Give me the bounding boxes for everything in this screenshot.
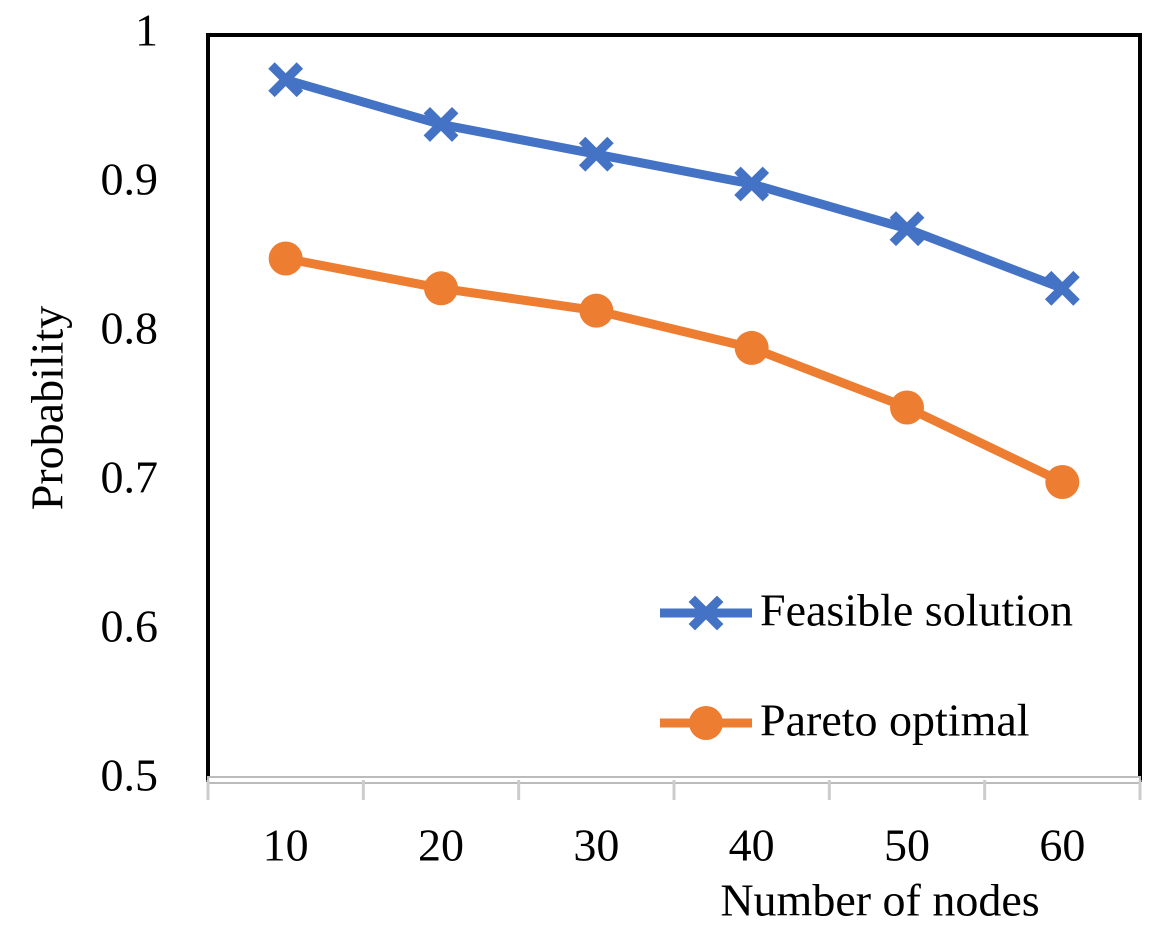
legend-label: Feasible solution [760,585,1073,636]
marker [734,166,770,202]
marker [268,241,303,276]
x-tick-label: 20 [418,820,464,871]
y-axis-label: Probability [22,306,73,510]
marker [268,62,304,98]
y-tick-label: 0.8 [101,303,159,354]
y-tick-label: 0.9 [101,154,159,205]
x-axis-label: Number of nodes [720,875,1039,926]
y-tick-label: 0.6 [101,601,159,652]
marker [1045,465,1080,499]
marker [1044,270,1080,306]
legend-marker [689,706,723,740]
y-tick-label: 0.5 [101,750,159,801]
y-tick-label: 0.7 [101,452,159,503]
series-line [284,254,1065,487]
marker [579,293,614,328]
marker [734,330,769,365]
y-tick-label: 1 [135,5,158,56]
marker [578,136,614,172]
x-tick-label: 40 [729,820,775,871]
marker [889,211,925,247]
series-line [284,75,1064,293]
x-tick-label: 50 [884,820,930,871]
marker [890,390,924,425]
plot-frame [206,33,1142,782]
x-tick-label: 60 [1039,820,1085,871]
legend-marker [688,595,724,631]
marker [423,106,459,142]
x-tick-label: 10 [263,820,309,871]
legend-label: Pareto optimal [760,695,1030,746]
marker [424,271,458,306]
x-tick-label: 30 [573,820,619,871]
